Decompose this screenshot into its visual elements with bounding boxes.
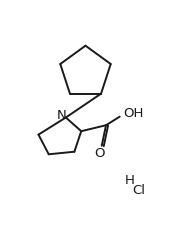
Text: N: N xyxy=(57,109,67,122)
Text: H: H xyxy=(125,174,135,187)
Text: Cl: Cl xyxy=(132,184,145,197)
Text: O: O xyxy=(94,147,104,160)
Text: OH: OH xyxy=(123,107,143,120)
